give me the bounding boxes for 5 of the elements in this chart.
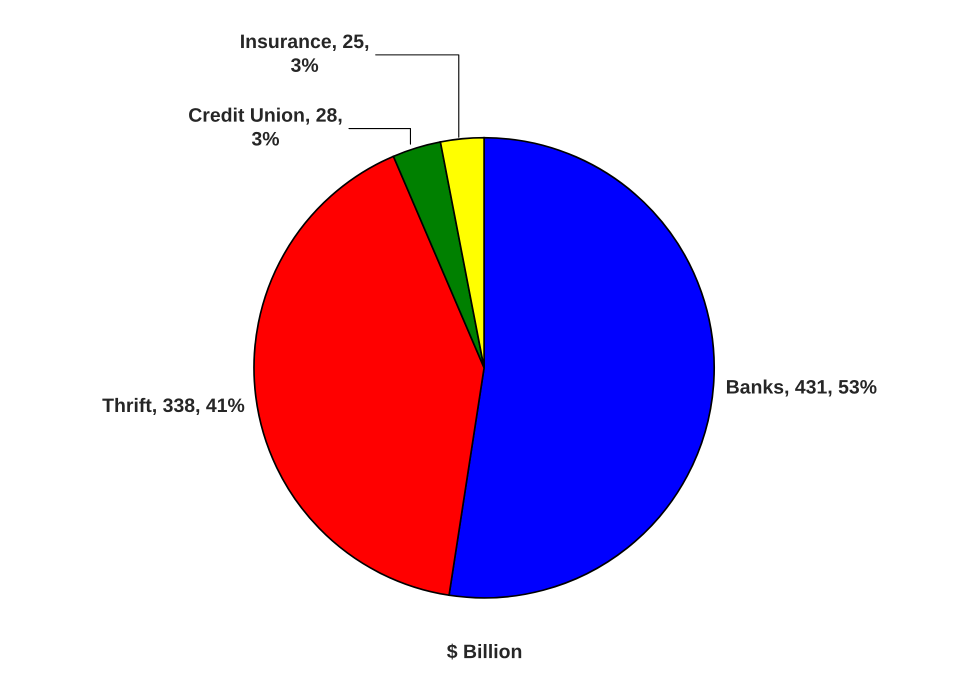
slice-label: Thrift, 338, 41% (102, 398, 244, 415)
slice-label: Insurance, 25, 3% (241, 34, 368, 72)
text: $ Billion (447, 644, 522, 660)
slice-label: Banks, 431, 53% (726, 379, 877, 397)
slice-label: Credit Union, 28, 3% (189, 108, 342, 146)
